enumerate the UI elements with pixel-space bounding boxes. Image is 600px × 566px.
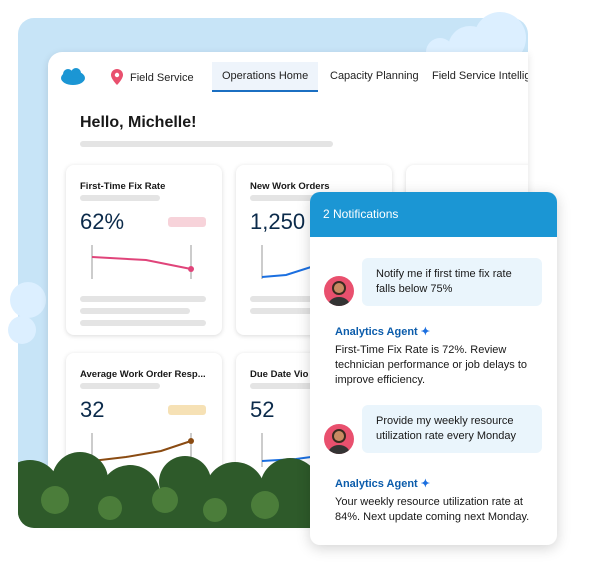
notifications-panel: 2 Notifications Notify me if first time …: [310, 192, 557, 545]
card: First-Time Fix Rate 62%: [66, 165, 222, 335]
placeholder: [80, 195, 160, 201]
request-bubble: Notify me if first time fix rate falls b…: [362, 258, 542, 306]
request-bubble: Provide my weekly resource utilization r…: [362, 405, 542, 453]
greeting: Hello, Michelle!: [80, 114, 197, 131]
placeholder: [250, 308, 360, 314]
card-title: First-Time Fix Rate: [80, 181, 166, 192]
agent-label: Analytics Agent: [335, 326, 418, 338]
placeholder: [80, 320, 206, 326]
agent-response: Your weekly resource utilization rate at…: [335, 496, 530, 523]
card-value: 62%: [80, 209, 125, 234]
badge: [168, 405, 206, 415]
app-name: Field Service: [130, 72, 194, 84]
badge: [168, 217, 206, 227]
card-title: Due Date Vio: [250, 369, 309, 380]
tab[interactable]: Capacity Planning: [330, 70, 419, 82]
avatar: [324, 276, 354, 306]
tab[interactable]: Field Service Intellig: [432, 70, 528, 82]
placeholder: [80, 296, 206, 302]
agent-name: Analytics Agent ✦: [335, 478, 431, 490]
sparkline: [91, 245, 194, 279]
logo: [61, 68, 85, 85]
placeholder: [80, 141, 333, 147]
card-value: 52: [250, 397, 275, 422]
placeholder: [250, 383, 330, 389]
agent-name: Analytics Agent ✦: [335, 326, 431, 338]
card-value: 32: [80, 397, 105, 422]
card-title: Average Work Order Resp...: [80, 369, 206, 380]
card-title: New Work Orders: [250, 181, 330, 192]
placeholder: [80, 308, 190, 314]
panel-header: 2 Notifications: [310, 192, 557, 237]
agent-label: Analytics Agent: [335, 478, 418, 490]
placeholder: [80, 383, 160, 389]
tab[interactable]: Operations Home: [212, 62, 319, 92]
placeholder: [250, 195, 330, 201]
card-value: 1,250: [250, 209, 306, 234]
pin-icon: [111, 69, 123, 85]
avatar: [324, 424, 354, 454]
agent-response: First-Time Fix Rate is 72%. Review techn…: [335, 344, 527, 386]
